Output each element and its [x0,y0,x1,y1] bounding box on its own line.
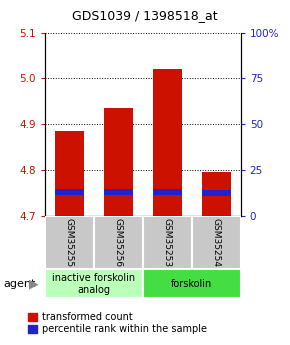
Bar [55,131,84,216]
Text: GSM35255: GSM35255 [65,218,74,267]
Bar [45,216,94,269]
Bar [153,189,182,195]
Bar [143,269,241,298]
Bar [104,189,133,195]
Bar [192,216,241,269]
Legend: transformed count, percentile rank within the sample: transformed count, percentile rank withi… [28,312,207,334]
Text: agent: agent [3,279,35,289]
Bar [94,216,143,269]
Bar [104,108,133,216]
Text: GSM35256: GSM35256 [114,218,123,267]
Bar [45,269,143,298]
Bar [153,69,182,216]
Bar [143,216,192,269]
Text: GSM35254: GSM35254 [212,218,221,267]
Text: forskolin: forskolin [171,279,212,289]
Text: GSM35253: GSM35253 [163,218,172,267]
Text: ▶: ▶ [28,277,38,290]
Text: inactive forskolin
analog: inactive forskolin analog [52,273,135,295]
Bar [55,189,84,195]
Bar [202,172,231,216]
Bar [202,190,231,196]
Text: GDS1039 / 1398518_at: GDS1039 / 1398518_at [72,9,218,22]
